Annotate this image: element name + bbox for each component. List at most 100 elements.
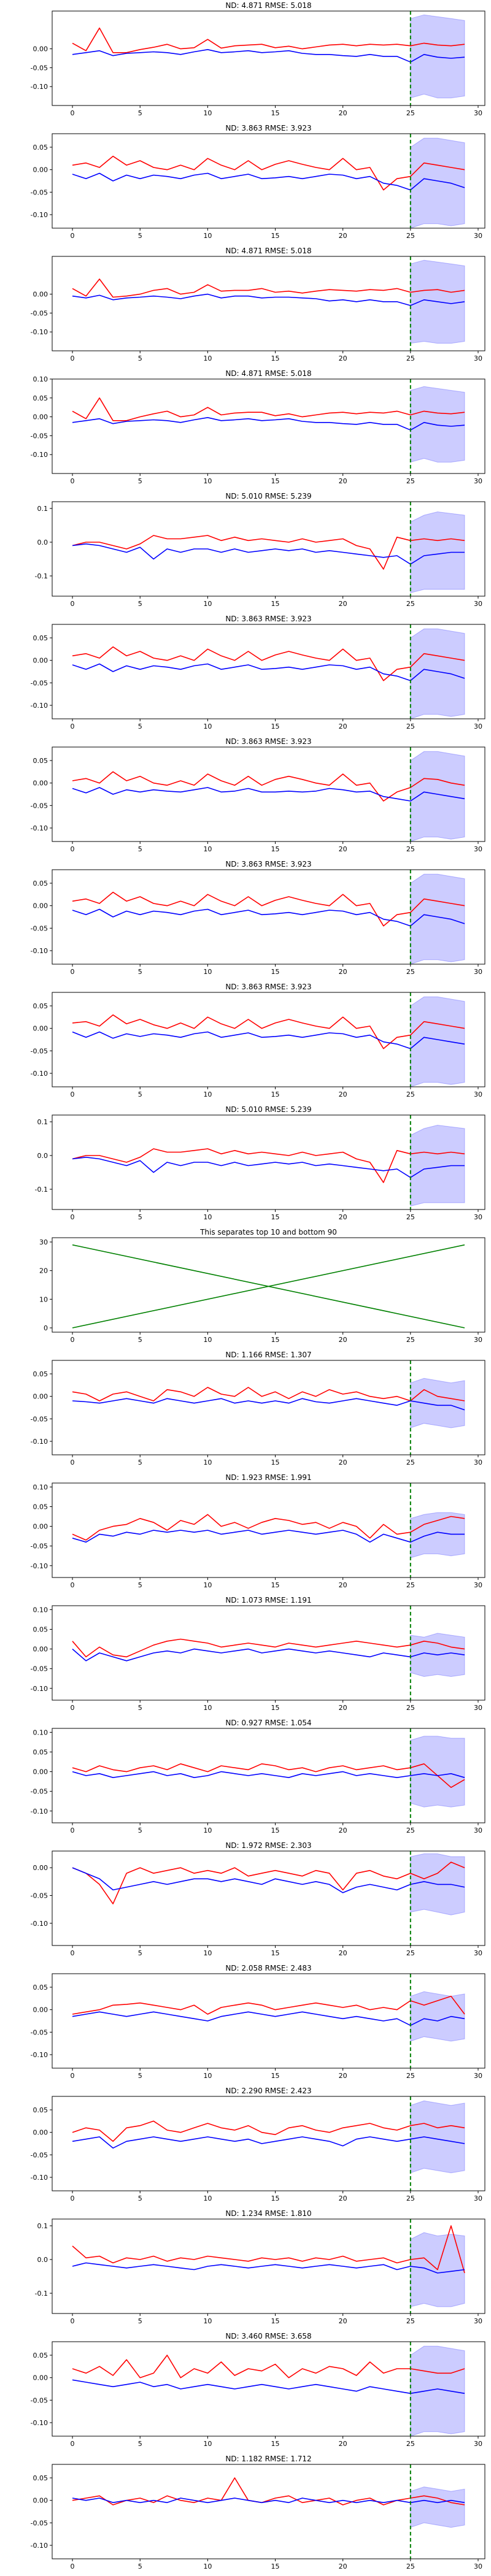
x-tick-label: 5 <box>138 1949 142 1957</box>
series-line-2 <box>72 2379 465 2394</box>
chart-panel-8: ND: 3.863 RMSE: 3.923 0 5 10 15 20 25 30 0.05 0.0… <box>31 860 485 976</box>
axes-frame <box>52 1482 485 1578</box>
x-tick-label: 20 <box>339 1581 347 1589</box>
x-tick-label: 0 <box>71 2072 75 2080</box>
y-tick-label: 0.05 <box>33 880 48 887</box>
chart-panel-20: ND: 3.460 RMSE: 3.658 0 5 10 15 20 25 30 0.05 0.0… <box>31 2332 485 2448</box>
series-line-1 <box>72 1763 465 1788</box>
x-tick-label: 0 <box>71 2317 75 2325</box>
x-tick-label: 5 <box>138 845 142 853</box>
chart-panel-14: ND: 1.073 RMSE: 1.191 0 5 10 15 20 25 30 0.10 0.0… <box>31 1596 485 1712</box>
y-tick-label: 0 <box>44 1324 48 1332</box>
x-tick-label: 20 <box>339 723 347 730</box>
y-tick-label: 30 <box>39 1238 48 1246</box>
chart-panel-3: ND: 4.871 RMSE: 5.018 0 5 10 15 20 25 30 0.00 -0.… <box>31 247 485 362</box>
y-tick-label: 0.10 <box>33 1728 48 1736</box>
chart-title: ND: 1.972 RMSE: 2.303 <box>225 1841 311 1850</box>
chart-panel-12: ND: 1.166 RMSE: 1.307 0 5 10 15 20 25 30 0.05 0.0… <box>31 1351 485 1466</box>
y-tick-label: 0.00 <box>33 780 48 788</box>
axes-frame <box>52 1237 485 1333</box>
axes-frame <box>52 501 485 597</box>
axes-frame <box>52 133 485 229</box>
y-tick-label: -0.1 <box>35 572 48 580</box>
y-tick-label: 0.10 <box>33 375 48 383</box>
chart-panel-13: ND: 1.923 RMSE: 1.991 0 5 10 15 20 25 30 0.10 0.0… <box>31 1473 485 1589</box>
y-tick-label: -0.05 <box>31 432 48 440</box>
chart-panel-17: ND: 2.058 RMSE: 2.483 0 5 10 15 20 25 30 0.05 0.0… <box>31 1964 485 2080</box>
chart-title: ND: 5.010 RMSE: 5.239 <box>225 492 311 500</box>
x-tick-label: 25 <box>406 109 415 117</box>
x-tick-label: 5 <box>138 1704 142 1712</box>
x-tick-label: 20 <box>339 2317 347 2325</box>
y-tick-label: 0.1 <box>37 1118 48 1126</box>
x-tick-label: 30 <box>474 845 482 853</box>
series-line-2 <box>72 908 465 927</box>
x-tick-label: 15 <box>271 1704 280 1712</box>
series-line-2 <box>72 1530 465 1543</box>
x-tick-label: 0 <box>71 1213 75 1221</box>
series-line-1 <box>72 2477 465 2505</box>
y-tick-label: -0.10 <box>31 1070 48 1078</box>
x-tick-label: 10 <box>203 232 212 240</box>
x-tick-label: 10 <box>203 2563 212 2570</box>
y-tick-label: 10 <box>39 1295 48 1303</box>
x-tick-label: 30 <box>474 1581 482 1589</box>
y-tick-label: -0.05 <box>31 802 48 810</box>
y-tick-label: -0.10 <box>31 1685 48 1693</box>
x-tick-label: 15 <box>271 1213 280 1221</box>
axes-frame <box>52 1114 485 1210</box>
x-tick-label: 30 <box>474 477 482 485</box>
x-tick-label: 10 <box>203 355 212 362</box>
series-line-1 <box>72 535 465 570</box>
series-line-1 <box>72 891 465 927</box>
x-tick-label: 0 <box>71 1091 75 1098</box>
x-tick-label: 30 <box>474 723 482 730</box>
x-tick-label: 0 <box>71 723 75 730</box>
x-tick-label: 30 <box>474 2440 482 2448</box>
x-tick-label: 0 <box>71 1704 75 1712</box>
y-tick-label: 0.05 <box>33 1002 48 1010</box>
y-tick-label: 0.00 <box>33 2497 48 2505</box>
y-tick-label: 0.00 <box>33 1025 48 1033</box>
x-tick-label: 10 <box>203 1213 212 1221</box>
axes-frame <box>52 378 485 474</box>
chart-panel-2: ND: 3.863 RMSE: 3.923 0 5 10 15 20 25 30 0.05 0.0… <box>31 124 485 240</box>
x-tick-label: 5 <box>138 355 142 362</box>
uncertainty-band <box>410 751 465 842</box>
series-line-1 <box>72 2355 465 2379</box>
y-tick-label: 0.00 <box>33 291 48 299</box>
x-tick-label: 30 <box>474 1336 482 1344</box>
y-tick-label: 0.05 <box>33 2474 48 2482</box>
x-tick-label: 30 <box>474 2072 482 2080</box>
uncertainty-band <box>410 628 465 719</box>
x-tick-label: 15 <box>271 2317 280 2325</box>
series-line-1 <box>72 1861 465 1904</box>
y-tick-label: -0.10 <box>31 702 48 710</box>
x-tick-label: 5 <box>138 232 142 240</box>
x-tick-label: 5 <box>138 968 142 976</box>
y-tick-label: 0.10 <box>33 1606 48 1614</box>
y-tick-label: 0.05 <box>33 144 48 151</box>
series-line-1 <box>72 646 465 681</box>
uncertainty-band <box>410 1378 465 1428</box>
chart-title: ND: 5.010 RMSE: 5.239 <box>225 1105 311 1114</box>
x-tick-label: 25 <box>406 477 415 485</box>
uncertainty-band <box>410 2486 465 2528</box>
series-line-1 <box>72 1514 465 1541</box>
y-tick-label: 0.05 <box>33 2106 48 2114</box>
x-tick-label: 25 <box>406 1704 415 1712</box>
x-tick-label: 10 <box>203 2195 212 2202</box>
axes-frame <box>52 1728 485 1823</box>
chart-panel-10: ND: 5.010 RMSE: 5.239 0 5 10 15 20 25 30 0.1 0.0 -… <box>35 1105 485 1221</box>
x-tick-label: 20 <box>339 109 347 117</box>
x-tick-label: 5 <box>138 723 142 730</box>
axes-frame <box>52 1973 485 2069</box>
x-tick-label: 25 <box>406 1827 415 1834</box>
axes-frame <box>52 256 485 351</box>
x-tick-label: 20 <box>339 2195 347 2202</box>
series-line-2 <box>72 1867 465 1893</box>
x-tick-label: 10 <box>203 1827 212 1834</box>
y-tick-label: -0.1 <box>35 1186 48 1194</box>
chart-panel-11: This separates top 10 and bottom 90 0 5 10 1… <box>39 1228 485 1344</box>
series-line-1 <box>72 2120 465 2142</box>
